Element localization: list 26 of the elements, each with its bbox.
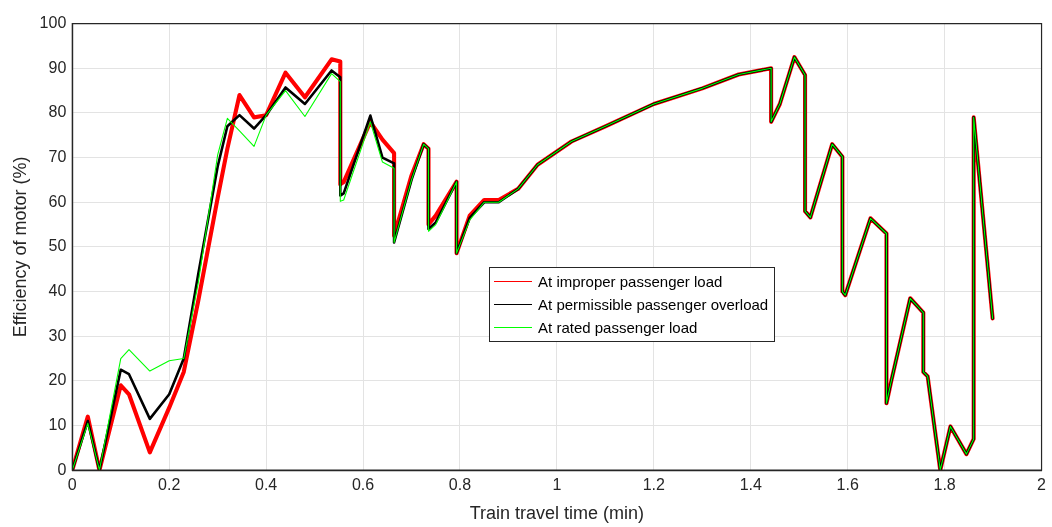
- x-tick-label: 1.8: [933, 476, 956, 494]
- legend-label: At improper passenger load: [538, 272, 723, 292]
- x-tick-label: 2: [1037, 476, 1047, 494]
- legend-label: At permissible passenger overload: [538, 295, 769, 315]
- y-axis-title: Efficiency of motor (%): [9, 156, 30, 338]
- y-tick-label: 90: [48, 58, 67, 76]
- legend-label: At rated passenger load: [538, 318, 698, 338]
- y-tick-label: 100: [39, 14, 67, 32]
- y-tick-label: 0: [57, 460, 67, 478]
- x-axis-title: Train travel time (min): [469, 503, 645, 524]
- y-tick-label: 70: [48, 147, 67, 165]
- x-tick-label: 1: [552, 476, 562, 494]
- y-tick-label: 10: [48, 415, 67, 433]
- x-tick-label: 0.6: [351, 476, 375, 494]
- x-tick-label: 1.4: [739, 476, 762, 494]
- x-tick-label: 0.2: [158, 476, 181, 494]
- x-tick-label: 1.2: [642, 476, 666, 494]
- y-tick-label: 80: [48, 103, 67, 121]
- x-tick-label: 0.8: [448, 476, 472, 494]
- y-tick-label: 50: [48, 237, 67, 255]
- y-tick-label: 30: [48, 326, 67, 344]
- y-tick-label: 60: [48, 192, 67, 210]
- y-tick-label: 20: [48, 371, 67, 389]
- x-tick-label: 0.4: [255, 476, 278, 494]
- y-tick-label: 40: [48, 281, 67, 299]
- x-tick-label: 1.6: [836, 476, 859, 494]
